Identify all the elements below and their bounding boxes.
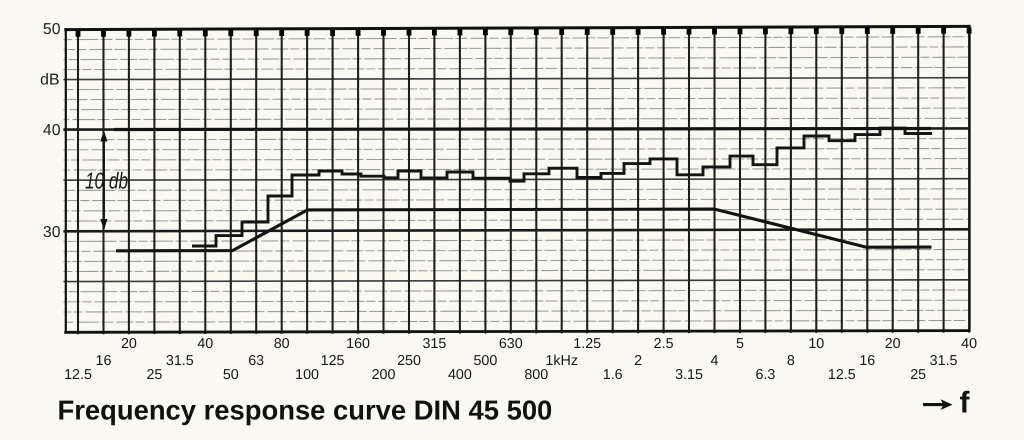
svg-text:40: 40 xyxy=(961,336,977,352)
svg-text:50: 50 xyxy=(223,367,239,383)
svg-text:800: 800 xyxy=(524,367,548,383)
svg-text:125: 125 xyxy=(321,353,345,369)
svg-text:5: 5 xyxy=(736,336,744,352)
svg-text:500: 500 xyxy=(473,353,497,369)
svg-text:400: 400 xyxy=(448,367,472,383)
svg-text:Frequency response curve DIN 4: Frequency response curve DIN 45 500 xyxy=(58,395,553,426)
svg-text:10: 10 xyxy=(808,336,824,352)
svg-text:dB: dB xyxy=(40,72,59,89)
svg-text:12.5: 12.5 xyxy=(828,367,856,383)
svg-text:630: 630 xyxy=(499,336,523,352)
svg-text:1kHz: 1kHz xyxy=(545,353,578,369)
svg-text:25: 25 xyxy=(910,367,926,383)
svg-text:30: 30 xyxy=(43,224,61,241)
svg-text:16: 16 xyxy=(96,353,112,369)
svg-text:80: 80 xyxy=(274,336,290,352)
svg-text:100: 100 xyxy=(295,367,319,383)
svg-text:3.15: 3.15 xyxy=(675,367,703,383)
svg-text:250: 250 xyxy=(397,353,421,369)
svg-text:10 db: 10 db xyxy=(85,167,128,193)
svg-text:40: 40 xyxy=(197,336,213,352)
svg-text:2.5: 2.5 xyxy=(654,336,674,352)
svg-text:25: 25 xyxy=(146,367,162,383)
svg-text:315: 315 xyxy=(422,336,446,352)
svg-text:31.5: 31.5 xyxy=(166,353,194,369)
svg-text:200: 200 xyxy=(372,367,396,383)
svg-text:40: 40 xyxy=(43,122,61,139)
svg-text:4: 4 xyxy=(711,353,719,369)
svg-text:1.6: 1.6 xyxy=(603,367,623,383)
svg-text:8: 8 xyxy=(787,353,795,369)
svg-text:31.5: 31.5 xyxy=(930,353,958,369)
svg-text:2: 2 xyxy=(634,353,642,369)
svg-text:1.25: 1.25 xyxy=(573,336,601,352)
svg-text:20: 20 xyxy=(121,336,137,352)
svg-text:f: f xyxy=(960,387,971,420)
svg-text:12.5: 12.5 xyxy=(64,367,92,383)
svg-text:160: 160 xyxy=(346,336,370,352)
svg-text:6.3: 6.3 xyxy=(755,367,775,383)
svg-text:50: 50 xyxy=(43,21,61,38)
svg-text:63: 63 xyxy=(248,353,264,369)
svg-text:20: 20 xyxy=(885,336,901,352)
svg-text:16: 16 xyxy=(859,353,875,369)
